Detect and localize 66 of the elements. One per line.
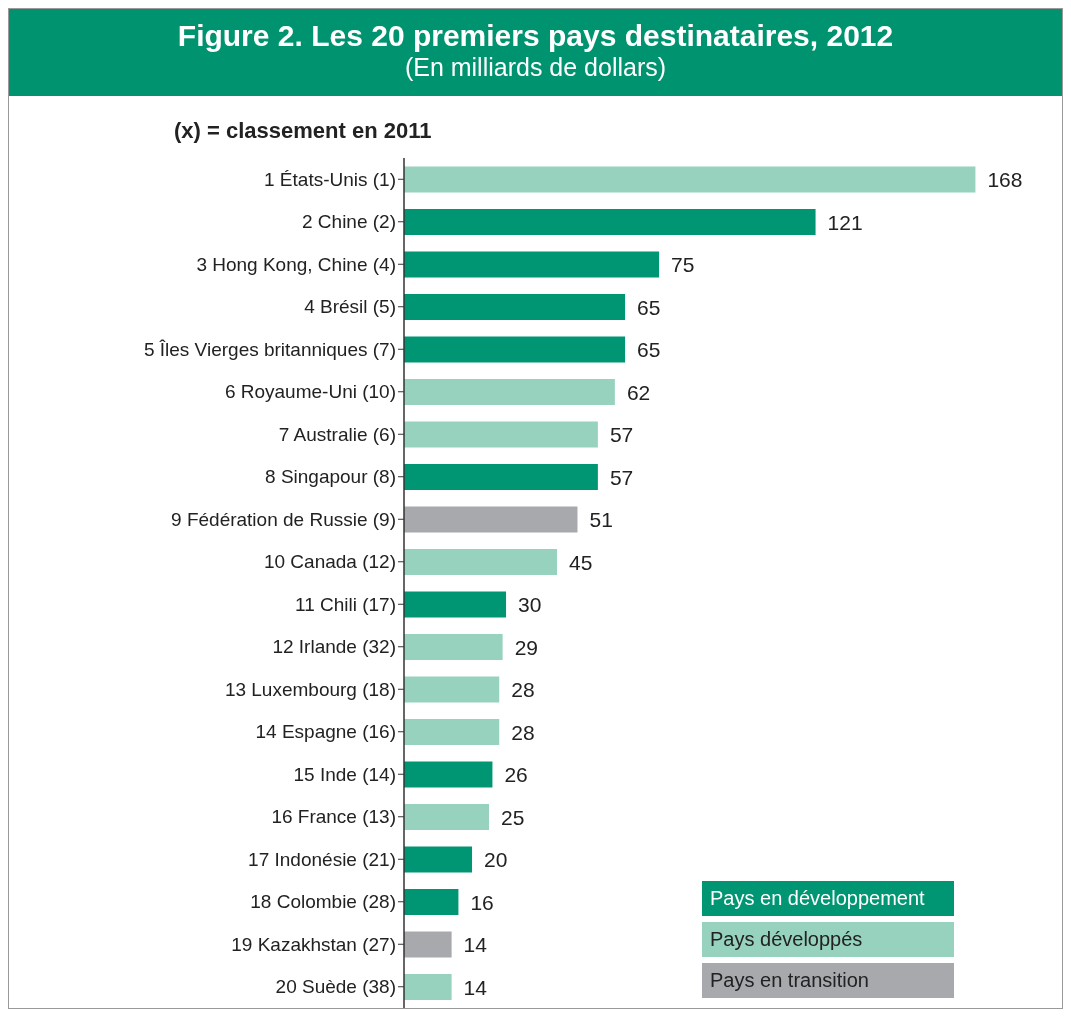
data-label: 29 <box>514 635 538 659</box>
bar <box>404 336 626 363</box>
bar <box>404 889 459 915</box>
y-tick-label: 3 Hong Kong, Chine (4) <box>196 253 396 275</box>
y-tick-label: 16 France (13) <box>271 806 396 828</box>
bar <box>404 931 452 958</box>
y-tick-label: 7 Australie (6) <box>278 423 396 445</box>
bar <box>404 549 558 575</box>
y-tick-label: 4 Brésil (5) <box>304 296 396 318</box>
data-label: 75 <box>671 253 695 276</box>
y-tick-label: 11 Chili (17) <box>294 593 396 615</box>
data-label: 28 <box>511 678 535 701</box>
text: Pays en développement <box>702 881 954 916</box>
bar <box>404 846 473 873</box>
y-tick-label: 9 Fédération de Russie (9) <box>171 508 396 530</box>
data-label: 26 <box>504 763 528 786</box>
data-label: 14 <box>463 933 488 956</box>
y-tick-label: 2 Chine (2) <box>302 211 396 233</box>
data-label: 25 <box>501 805 525 829</box>
y-tick-label: 13 Luxembourg (18) <box>224 678 396 700</box>
data-label: 20 <box>484 848 508 871</box>
bar <box>404 209 816 235</box>
y-tick-label: 18 Colombie (28) <box>250 891 396 913</box>
data-label: 62 <box>626 380 651 404</box>
data-label: 51 <box>589 508 613 531</box>
bar <box>404 251 660 278</box>
text: Pays en transition <box>702 963 954 998</box>
bar <box>404 804 490 830</box>
y-tick-label: 17 Indonésie (21) <box>248 848 396 870</box>
data-label: 57 <box>609 423 634 446</box>
bar <box>404 379 615 405</box>
y-tick-label: 10 Canada (12) <box>263 551 396 573</box>
bar <box>404 761 493 788</box>
data-label: 16 <box>470 890 494 914</box>
y-tick-label: 20 Suède (38) <box>275 976 396 998</box>
y-tick-label: 14 Espagne (16) <box>255 721 396 743</box>
y-tick-label: 5 Îles Vierges britanniques (7) <box>143 338 396 360</box>
bar <box>404 676 500 703</box>
text: (x) = classement en 2011 <box>174 118 432 144</box>
bar <box>404 464 598 490</box>
data-label: 121 <box>827 210 863 234</box>
data-label: 30 <box>518 593 542 616</box>
y-tick-label: 15 Inde (14) <box>293 763 396 785</box>
data-label: 28 <box>511 720 535 744</box>
chart-title: Figure 2. Les 20 premiers pays destinataires, 2012 <box>176 19 895 53</box>
data-label: 14 <box>463 975 488 999</box>
data-label: 168 <box>987 168 1023 191</box>
y-tick-label: 19 Kazakhstan (27) <box>231 933 396 955</box>
bar <box>404 166 976 193</box>
y-tick-label: 12 Irlande (32) <box>272 636 396 658</box>
bar <box>404 506 578 533</box>
data-label: 65 <box>637 295 661 319</box>
bar <box>404 421 598 448</box>
data-label: 65 <box>637 338 661 361</box>
bar <box>404 634 503 660</box>
y-tick-label: 1 États-Unis (1) <box>264 168 396 190</box>
bar <box>404 294 626 320</box>
y-tick-label: 6 Royaume-Uni (10) <box>224 381 396 403</box>
bar <box>404 591 507 618</box>
bar <box>404 974 452 1000</box>
data-label: 57 <box>609 465 634 489</box>
y-tick-label: 8 Singapour (8) <box>265 466 396 488</box>
chart-subtitle: (En milliards de dollars) <box>403 53 668 82</box>
text: Pays développés <box>702 922 954 957</box>
data-label: 45 <box>569 550 593 574</box>
bar <box>404 719 500 745</box>
